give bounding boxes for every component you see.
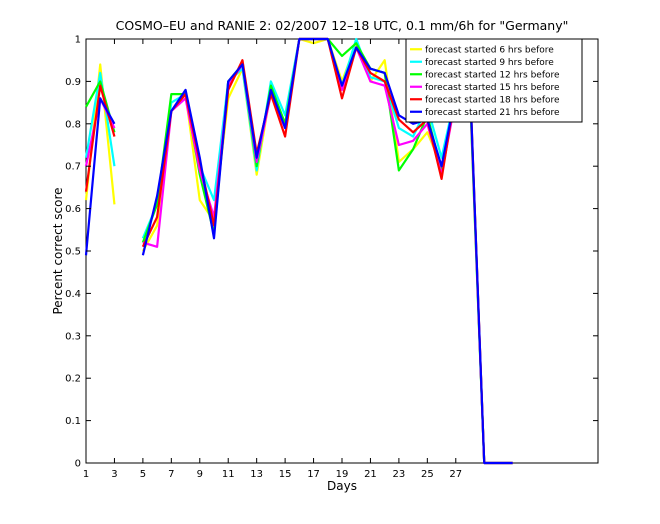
y-tick-label: 0.5 [65,247,81,258]
y-tick-label: 0 [75,459,81,470]
x-axis: 1 3 5 7 9 11 13 15 17 19 21 23 25 27 [83,39,462,480]
y-tick-label: 0.6 [65,204,81,215]
y-tick-label: 0.2 [65,374,81,385]
y-axis-label: Percent correct score [51,187,65,314]
y-tick-label: 1 [75,35,81,46]
legend-label: forecast started 12 hrs before [425,71,560,81]
x-tick-label: 21 [364,469,377,480]
x-tick-label: 17 [307,469,320,480]
y-tick-label: 0.7 [65,162,81,173]
x-axis-label: Days [327,479,357,493]
x-tick-label: 27 [449,469,462,480]
legend-label: forecast started 6 hrs before [425,46,554,56]
y-tick-label: 0.9 [65,77,81,88]
legend: forecast started 6 hrs before forecast st… [405,38,583,123]
y-axis: 0 0.1 0.2 0.3 0.4 0.5 0.6 0.7 0.8 0.9 1 [65,35,598,470]
x-tick-label: 15 [279,469,292,480]
x-tick-label: 9 [197,469,203,480]
y-tick-label: 0.4 [65,289,81,300]
chart-title: COSMO–EU and RANIE 2: 02/2007 12–18 UTC,… [116,18,569,33]
legend-label: forecast started 9 hrs before [425,58,554,68]
legend-box [405,38,583,123]
series-line-1 [84,71,116,167]
y-tick-label: 0.3 [65,331,81,342]
x-tick-label: 7 [168,469,174,480]
x-tick-label: 13 [250,469,263,480]
legend-label: forecast started 21 hrs before [425,108,560,118]
series-line-5 [84,97,116,256]
y-tick-label: 0.8 [65,119,81,130]
x-tick-label: 1 [83,469,89,480]
y-tick-label: 0.1 [65,416,81,427]
legend-label: forecast started 15 hrs before [425,83,560,93]
legend-label: forecast started 18 hrs before [425,96,560,106]
x-tick-label: 23 [393,469,406,480]
x-tick-label: 3 [111,469,117,480]
x-tick-label: 11 [222,469,235,480]
x-tick-label: 19 [336,469,349,480]
series-line-4 [84,84,116,192]
x-tick-label: 5 [140,469,146,480]
x-tick-label: 25 [421,469,434,480]
